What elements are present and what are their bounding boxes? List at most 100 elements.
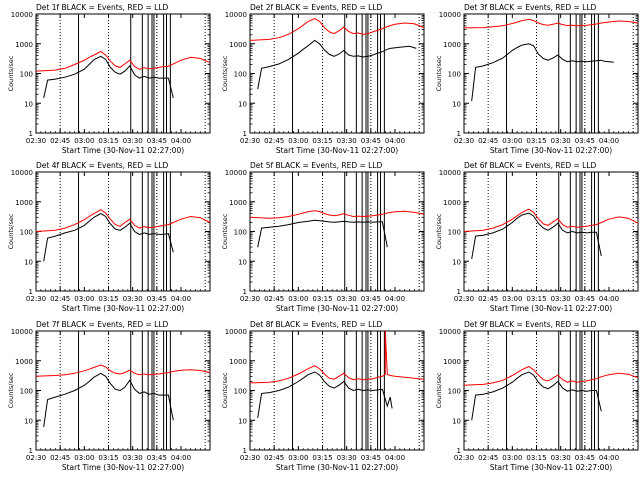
x-tick-label: 03:00 (288, 295, 308, 303)
x-axis-label: Start Time (30-Nov-11 02:27:00) (490, 146, 612, 155)
events-rate-line (257, 371, 393, 418)
x-tick-label: 03:45 (361, 454, 381, 462)
x-tick-label: 03:00 (74, 137, 94, 145)
x-tick-label: 02:45 (264, 137, 284, 145)
panel-det-1: 1 10 100 1000 10000 02:30 02:45 03:00 03:15 03:30… (7, 3, 211, 155)
panel-det-8: 1 10 100 1000 10000 02:30 02:45 03:00 03:15 03:30… (221, 320, 425, 472)
y-tick-label: 1 (29, 447, 33, 455)
events-rate-line (43, 213, 174, 262)
y-tick-label: 10 (24, 100, 33, 108)
events-rate-line (471, 212, 602, 259)
x-tick-label: 04:00 (171, 295, 191, 303)
events-rate-line (471, 371, 602, 421)
y-tick-label: 1000 (443, 199, 461, 207)
chart-title: Det 2f BLACK = Events, RED = LLD (250, 3, 383, 12)
x-tick-label: 04:00 (599, 295, 619, 303)
x-tick-label: 02:45 (478, 454, 498, 462)
y-axis-label: Counts/sec (221, 372, 229, 408)
x-axis-label: Start Time (30-Nov-11 02:27:00) (276, 304, 398, 313)
lld-rate-line (35, 50, 211, 72)
x-tick-label: 02:30 (454, 454, 474, 462)
y-tick-label: 10 (452, 417, 461, 425)
x-tick-label: 03:30 (123, 137, 143, 145)
lld-rate-line (249, 330, 425, 384)
x-tick-label: 02:45 (264, 295, 284, 303)
x-tick-label: 03:00 (502, 454, 522, 462)
x-tick-label: 03:30 (337, 454, 357, 462)
plot-frame (249, 171, 425, 292)
x-tick-label: 03:30 (123, 454, 143, 462)
y-tick-label: 1000 (443, 358, 461, 366)
chart-title: Det 5f BLACK = Events, RED = LLD (250, 161, 383, 170)
y-tick-label: 1 (243, 447, 247, 455)
plot-frame (463, 330, 639, 451)
y-tick-label: 1 (243, 288, 247, 296)
x-tick-label: 02:45 (50, 454, 70, 462)
lld-rate-line (463, 365, 639, 386)
y-tick-label: 1 (457, 447, 461, 455)
panel-det-6: 1 10 100 1000 10000 02:30 02:45 03:00 03:15 03:30… (435, 161, 639, 313)
x-tick-label: 03:00 (288, 137, 308, 145)
x-tick-label: 03:45 (147, 454, 167, 462)
x-tick-label: 04:00 (599, 454, 619, 462)
x-tick-label: 04:00 (599, 137, 619, 145)
x-axis-label: Start Time (30-Nov-11 02:27:00) (490, 304, 612, 313)
y-tick-label: 1000 (15, 199, 33, 207)
plot-frame (35, 13, 211, 134)
x-tick-label: 02:45 (478, 295, 498, 303)
x-tick-label: 02:30 (26, 295, 46, 303)
lld-rate-line (249, 210, 425, 219)
x-tick-label: 03:45 (361, 295, 381, 303)
x-tick-label: 03:45 (575, 295, 595, 303)
x-tick-label: 03:30 (551, 454, 571, 462)
y-tick-label: 1000 (15, 41, 33, 49)
lld-rate-line (463, 208, 639, 232)
y-tick-label: 1000 (15, 358, 33, 366)
y-tick-label: 1 (29, 288, 33, 296)
events-rate-line (43, 372, 174, 427)
x-tick-label: 02:30 (454, 137, 474, 145)
chart-title: Det 7f BLACK = Events, RED = LLD (36, 320, 169, 329)
y-tick-label: 1 (457, 288, 461, 296)
lld-rate-line (463, 18, 639, 29)
y-tick-label: 100 (448, 388, 461, 396)
x-tick-label: 02:30 (26, 137, 46, 145)
lld-rate-line (35, 364, 211, 377)
y-tick-label: 100 (20, 388, 33, 396)
x-tick-label: 03:15 (98, 454, 118, 462)
x-tick-label: 03:00 (502, 295, 522, 303)
y-tick-label: 10 (238, 258, 247, 266)
x-tick-label: 02:30 (454, 295, 474, 303)
x-tick-label: 03:45 (361, 137, 381, 145)
plot-frame (463, 171, 639, 292)
x-tick-label: 03:15 (98, 295, 118, 303)
events-rate-line (257, 39, 417, 90)
chart-title: Det 3f BLACK = Events, RED = LLD (464, 3, 597, 12)
y-axis-label: Counts/sec (221, 213, 229, 249)
y-axis-label: Counts/sec (435, 213, 443, 249)
y-tick-label: 10000 (439, 328, 461, 336)
y-tick-label: 10 (452, 258, 461, 266)
x-tick-label: 03:00 (502, 137, 522, 145)
panel-det-7: 1 10 100 1000 10000 02:30 02:45 03:00 03:15 03:30… (7, 320, 211, 472)
y-axis-label: Counts/sec (435, 372, 443, 408)
y-tick-label: 100 (20, 229, 33, 237)
chart-title: Det 9f BLACK = Events, RED = LLD (464, 320, 597, 329)
y-tick-label: 1000 (443, 41, 461, 49)
x-tick-label: 02:45 (478, 137, 498, 145)
x-tick-label: 04:00 (385, 454, 405, 462)
panel-det-5: 1 10 100 1000 10000 02:30 02:45 03:00 03:15 03:30… (221, 161, 425, 313)
x-tick-label: 03:00 (74, 454, 94, 462)
y-tick-label: 10000 (225, 328, 247, 336)
x-tick-label: 02:45 (50, 295, 70, 303)
lld-rate-line (249, 18, 425, 41)
chart-title: Det 8f BLACK = Events, RED = LLD (250, 320, 383, 329)
x-tick-label: 02:30 (240, 137, 260, 145)
x-axis-label: Start Time (30-Nov-11 02:27:00) (490, 463, 612, 472)
lld-rate-line (35, 209, 211, 232)
x-tick-label: 02:30 (240, 295, 260, 303)
chart-title: Det 6f BLACK = Events, RED = LLD (464, 161, 597, 170)
x-tick-label: 03:30 (337, 295, 357, 303)
x-tick-label: 03:45 (575, 454, 595, 462)
